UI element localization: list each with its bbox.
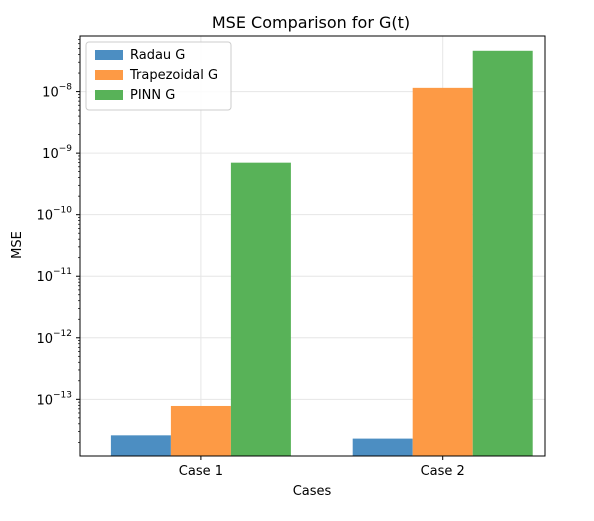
y-axis-label: MSE xyxy=(10,231,25,259)
bar xyxy=(230,162,291,457)
bar xyxy=(352,438,413,456)
x-axis-label: Cases xyxy=(293,484,332,499)
x-tick-label: Case 2 xyxy=(421,464,465,479)
legend-label: Radau G xyxy=(130,48,185,63)
legend-label: Trapezoidal G xyxy=(129,68,218,83)
legend-swatch xyxy=(95,90,123,100)
ticks: 10−13 10−12 10−11 10−10 10−9 10−8 Case 1 Case 2 xyxy=(36,39,465,479)
y-tick-label: 10−8 xyxy=(42,83,72,101)
y-tick-label: 10−12 xyxy=(36,329,72,347)
chart-title: MSE Comparison for G(t) xyxy=(212,13,410,32)
y-tick-label: 10−11 xyxy=(36,267,72,285)
bar xyxy=(110,435,171,456)
y-tick-label: 10−13 xyxy=(36,390,72,408)
bar xyxy=(412,87,473,456)
bar xyxy=(170,405,231,456)
legend-swatch xyxy=(95,50,123,60)
y-tick-label: 10−9 xyxy=(42,144,72,162)
bars xyxy=(110,50,533,457)
legend-label: PINN G xyxy=(130,88,175,103)
y-tick-label: 10−10 xyxy=(36,206,72,224)
legend: Radau G Trapezoidal G PINN G xyxy=(85,41,232,111)
bar xyxy=(472,50,533,456)
legend-swatch xyxy=(95,70,123,80)
x-tick-label: Case 1 xyxy=(179,464,223,479)
plot-frame xyxy=(79,35,546,457)
